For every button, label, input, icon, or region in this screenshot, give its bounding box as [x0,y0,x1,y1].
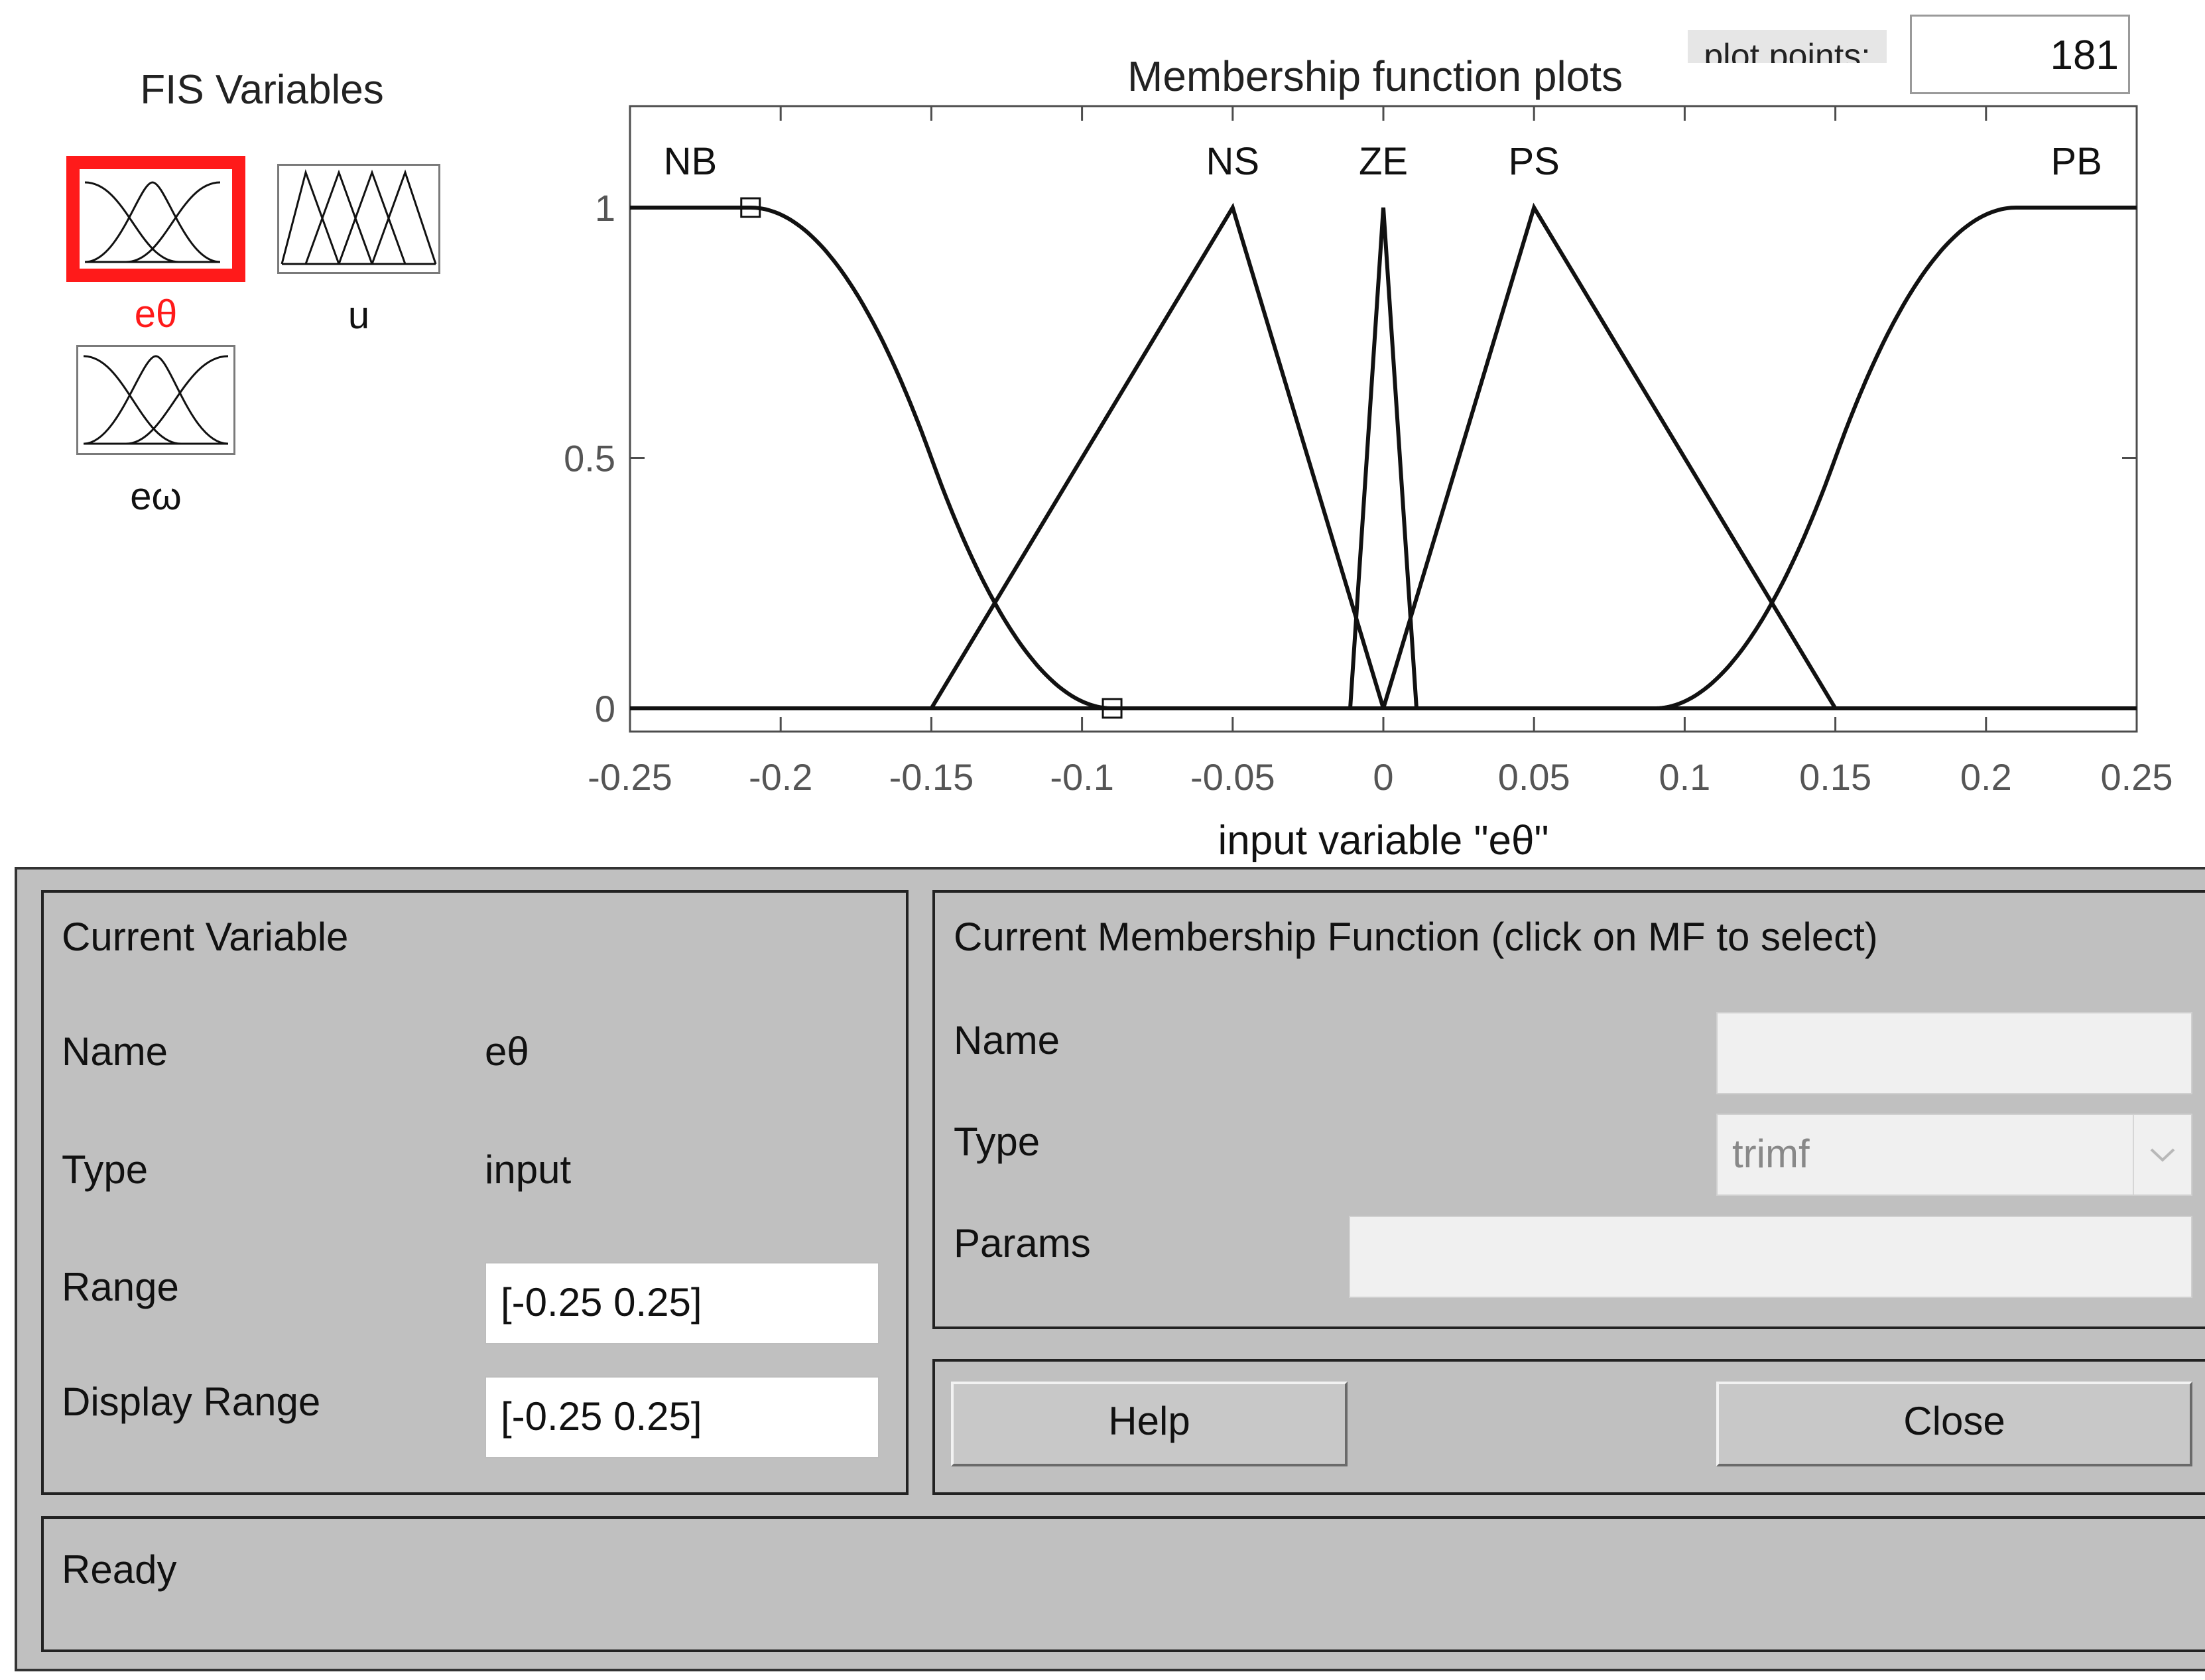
x-tick-label: 0.05 [1498,756,1570,798]
mf-label-pb: PB [2050,140,2102,183]
range-input[interactable]: [-0.25 0.25] [485,1262,879,1344]
x-tick-label: 0 [1373,756,1393,798]
x-tick-label: -0.25 [588,756,672,798]
mf-name-input[interactable] [1716,1012,2192,1094]
variable-type-value: input [485,1147,572,1192]
mf-params-input[interactable] [1349,1216,2192,1298]
plot-title: Membership function plots [1127,52,1623,100]
mf-handle [740,197,761,218]
variable-label-u: u [347,294,370,337]
mf-type-label: Type [954,1120,1040,1164]
mf-label-ze: ZE [1359,140,1408,183]
y-tick-label: 1 [595,187,615,229]
plot-points-input[interactable]: 181 [1910,15,2130,94]
mf-thumbnail-icon [76,345,235,455]
x-tick-label: 0.1 [1659,756,1710,798]
chevron-down-icon [2133,1115,2191,1195]
mf-name-label: Name [954,1018,1060,1063]
x-tick-label: -0.1 [1050,756,1114,798]
x-tick-label: -0.15 [889,756,974,798]
variable-name-value: eθ [485,1029,529,1074]
mf-type-select[interactable]: trimf [1716,1114,2192,1196]
close-button[interactable]: Close [1716,1382,2192,1466]
mf-handle [1102,698,1123,719]
variable-label-eomega: eω [130,475,182,518]
current-variable-title: Current Variable [62,915,349,959]
help-button[interactable]: Help [951,1382,1348,1466]
plot-area [629,105,2138,733]
mf-thumbnail-icon [277,164,440,274]
variable-name-label: Name [62,1029,168,1074]
y-tick-label: 0 [595,688,615,730]
current-variable-panel: Current Variable Name eθ Type input Rang… [41,890,909,1495]
x-tick-label: 0.25 [2101,756,2173,798]
x-tick-label: -0.2 [749,756,813,798]
mf-type-value: trimf [1732,1131,1810,1176]
x-axis-label: input variable "eθ" [1218,818,1549,862]
status-panel: Ready [41,1516,2205,1652]
mf-thumbnail-icon [66,156,245,282]
fis-variables-title: FIS Variables [140,67,384,113]
display-range-label: Display Range [62,1380,321,1424]
x-tick-label: -0.05 [1190,756,1275,798]
x-tick-label: 0.2 [1960,756,2012,798]
button-panel: Help Close [932,1359,2205,1495]
display-range-input[interactable]: [-0.25 0.25] [485,1376,879,1458]
mf-curve-pb [630,206,2137,710]
x-tick-label: 0.15 [1799,756,1871,798]
y-tick-label: 0.5 [564,438,615,480]
mf-params-label: Params [954,1221,1091,1265]
membership-function-chart[interactable]: -0.25 -0.2 -0.15 -0.1 -0.05 0 0.05 0.1 0.15 0.2 0.… [0,0,2205,862]
variable-type-label: Type [62,1147,149,1192]
current-mf-title: Current Membership Function (click on MF… [954,915,1878,959]
status-text: Ready [62,1547,177,1592]
mf-label-nb: NB [664,140,718,183]
current-mf-panel: Current Membership Function (click on MF… [932,890,2205,1329]
mf-label-ns: NS [1206,140,1260,183]
plot-points-label: plot points: [1688,30,1887,63]
mf-label-ps: PS [1509,140,1560,183]
editor-panel: Current Variable Name eθ Type input Rang… [15,867,2205,1671]
variable-label-etheta: eθ [134,292,178,336]
range-label: Range [62,1265,179,1309]
